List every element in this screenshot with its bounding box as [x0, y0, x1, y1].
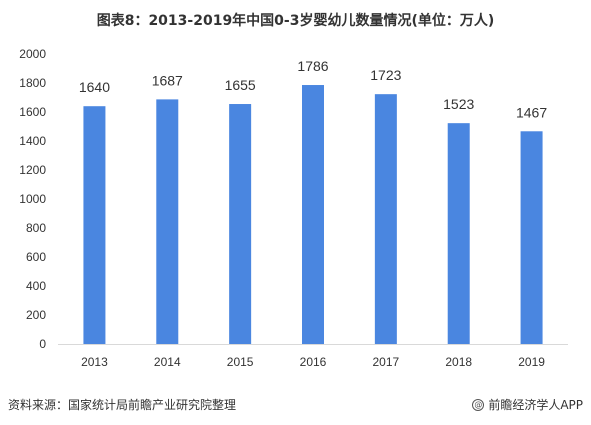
x-tick-label: 2017 — [373, 355, 400, 369]
source-note: 资料来源：国家统计局前瞻产业研究院整理 — [8, 398, 237, 412]
y-tick-label: 200 — [26, 308, 46, 322]
bar — [83, 106, 106, 344]
y-tick-label: 800 — [26, 221, 46, 235]
bar — [229, 104, 252, 345]
y-tick-label: 1600 — [19, 105, 46, 119]
data-label: 1687 — [152, 72, 183, 88]
bar — [520, 131, 543, 344]
x-tick-label: 2019 — [518, 355, 545, 369]
bar — [302, 85, 324, 344]
brand-label: 前瞻经济学人APP — [488, 398, 583, 412]
y-tick-label: 1200 — [19, 163, 46, 177]
at-icon: @ — [472, 398, 485, 411]
bar — [374, 94, 397, 344]
x-tick-label: 2018 — [445, 355, 472, 369]
data-label: 1640 — [79, 79, 110, 95]
y-tick-label: 1000 — [19, 192, 46, 206]
bar — [447, 123, 470, 344]
x-tick-label: 2015 — [227, 355, 254, 369]
data-label: 1523 — [443, 96, 474, 112]
y-tick-label: 400 — [26, 279, 46, 293]
y-tick-label: 600 — [26, 250, 46, 264]
data-label: 1467 — [516, 104, 547, 120]
y-tick-label: 1800 — [19, 76, 46, 90]
bar — [156, 99, 179, 344]
y-tick-label: 1400 — [19, 134, 46, 148]
x-tick-label: 2013 — [81, 355, 108, 369]
chart-title: 图表8：2013-2019年中国0-3岁婴幼儿数量情况(单位：万人) — [96, 13, 495, 29]
y-tick-label: 0 — [39, 337, 46, 351]
data-label: 1786 — [297, 58, 328, 74]
data-label: 1655 — [225, 77, 256, 93]
y-tick-label: 2000 — [19, 47, 46, 61]
x-tick-label: 2016 — [300, 355, 327, 369]
data-label: 1723 — [370, 67, 401, 83]
x-tick-label: 2014 — [154, 355, 181, 369]
brand-credit: @ 前瞻经济学人APP — [472, 396, 583, 413]
